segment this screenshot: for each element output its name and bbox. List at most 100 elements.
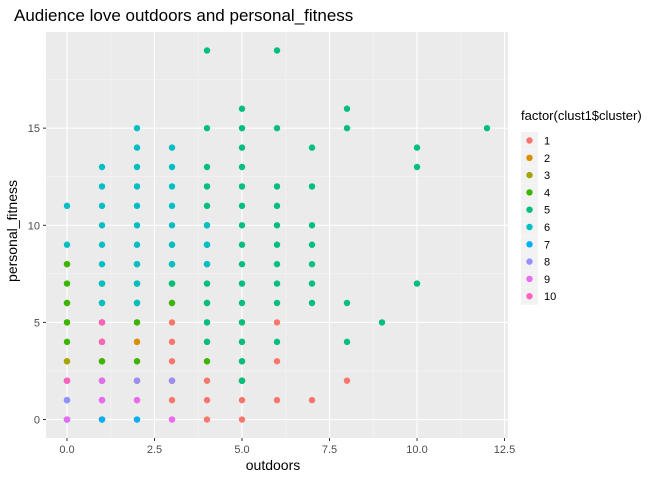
data-point (238, 105, 246, 112)
data-point (308, 299, 316, 307)
data-point (273, 280, 281, 287)
legend-key-dot (526, 293, 533, 300)
data-point (133, 222, 141, 229)
data-point (168, 260, 176, 268)
plot-background (46, 32, 508, 438)
data-point (133, 144, 141, 151)
data-point (98, 319, 106, 326)
legend-item-4: 4 (521, 183, 550, 201)
data-point (63, 396, 71, 404)
data-point (343, 338, 351, 346)
data-point (203, 377, 211, 384)
data-point (133, 319, 141, 326)
legend-key-dot (526, 258, 533, 265)
x-tick-label: 5.0 (234, 444, 249, 456)
data-point (273, 183, 281, 190)
legend-key-dot (526, 154, 533, 161)
y-tick-label: 10 (28, 220, 40, 232)
data-point (413, 144, 421, 151)
legend-item-3: 3 (521, 166, 550, 184)
data-point (168, 396, 176, 404)
legend-label: 6 (544, 222, 550, 234)
data-points (63, 47, 491, 423)
chart-title: Audience love outdoors and personal_fitn… (14, 6, 353, 25)
data-point (343, 377, 351, 384)
data-point (63, 358, 71, 365)
legend-key-dot (526, 171, 533, 179)
data-point (343, 105, 351, 112)
x-axis: 0.0 2.5 5.0 7.5 10.0 12.5 (59, 438, 515, 456)
legend-label: 1 (544, 136, 550, 148)
x-tick-label: 12.5 (494, 444, 515, 456)
legend: factor(clust1$cluster) 1 2 3 4 5 6 7 8 9 10 (521, 108, 642, 305)
data-point (133, 396, 141, 404)
y-axis: 0 5 10 15 (28, 123, 46, 427)
data-point (273, 358, 281, 365)
legend-item-7: 7 (521, 235, 550, 253)
data-point (63, 416, 71, 423)
data-point (273, 396, 281, 404)
data-point (203, 396, 211, 404)
data-point (203, 222, 211, 229)
data-point (308, 183, 316, 190)
data-point (238, 202, 246, 210)
data-point (238, 416, 246, 423)
data-point (273, 124, 281, 132)
data-point (133, 124, 141, 132)
data-point (238, 299, 246, 307)
data-point (98, 163, 106, 171)
y-tick-label: 5 (34, 317, 40, 329)
data-point (413, 163, 421, 171)
data-point (168, 416, 176, 423)
data-point (238, 241, 246, 248)
legend-label: 9 (544, 274, 550, 286)
x-axis-title: outdoors (246, 457, 300, 473)
data-point (273, 241, 281, 248)
x-tick-label: 2.5 (147, 444, 162, 456)
data-point (133, 416, 141, 423)
data-point (273, 260, 281, 268)
data-point (63, 377, 71, 384)
data-point (238, 358, 246, 365)
data-point (63, 241, 71, 248)
data-point (238, 280, 246, 287)
data-point (203, 299, 211, 307)
legend-key-dot (526, 206, 533, 213)
data-point (133, 163, 141, 171)
data-point (413, 280, 421, 287)
legend-key-dot (526, 137, 533, 144)
data-point (63, 260, 71, 268)
data-point (63, 319, 71, 326)
data-point (308, 222, 316, 229)
y-tick-label: 15 (28, 123, 40, 135)
data-point (63, 299, 71, 307)
y-tick-label: 0 (34, 415, 40, 427)
legend-label: 3 (544, 170, 550, 182)
data-point (133, 280, 141, 287)
data-point (168, 280, 176, 287)
data-point (203, 183, 211, 190)
data-point (343, 299, 351, 307)
data-point (203, 319, 211, 326)
x-tick-label: 10.0 (406, 444, 427, 456)
data-point (98, 260, 106, 268)
data-point (238, 260, 246, 268)
data-point (483, 124, 491, 132)
data-point (133, 241, 141, 248)
data-point (238, 377, 246, 384)
data-point (203, 280, 211, 287)
series-cluster-10 (63, 319, 106, 384)
legend-key-dot (526, 223, 533, 231)
data-point (238, 396, 246, 404)
legend-item-6: 6 (521, 218, 550, 236)
data-point (98, 241, 106, 248)
data-point (203, 202, 211, 210)
data-point (343, 124, 351, 132)
data-point (203, 358, 211, 365)
legend-item-1: 1 (521, 132, 550, 149)
x-tick-label: 0.0 (59, 444, 74, 456)
data-point (98, 280, 106, 287)
x-tick-label: 7.5 (322, 444, 337, 456)
data-point (98, 416, 106, 423)
legend-title: factor(clust1$cluster) (521, 108, 642, 123)
